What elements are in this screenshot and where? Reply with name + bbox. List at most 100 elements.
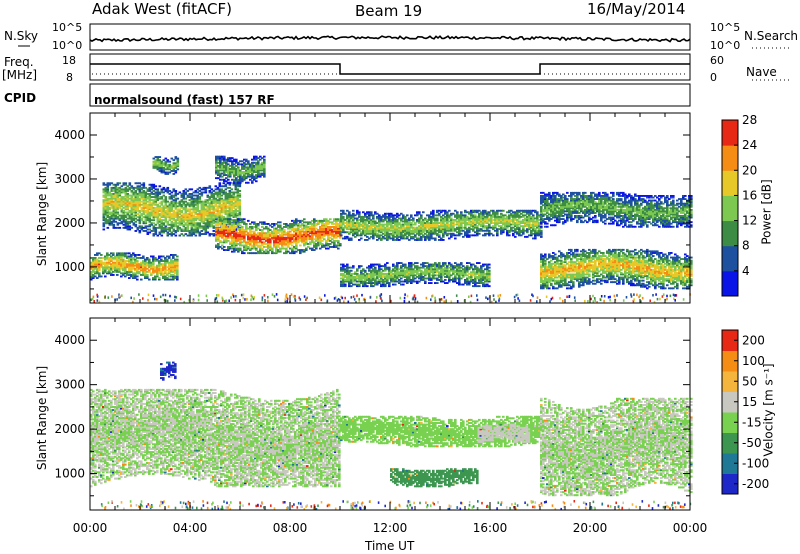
power-cell: [98, 252, 101, 255]
power-cell: [174, 223, 178, 226]
power-cell: [212, 216, 216, 218]
power-cell: [178, 222, 182, 225]
power-cell: [102, 270, 105, 273]
power-cell: [158, 272, 161, 275]
power-cell: [200, 213, 204, 215]
power-cell: [170, 197, 174, 200]
power-cell: [140, 191, 144, 194]
power-cell: [156, 234, 160, 237]
power-cell: [134, 267, 137, 270]
power-cell: [210, 199, 214, 202]
power-cell: [152, 234, 156, 237]
power-cell: [420, 214, 423, 217]
power-cell: [232, 214, 236, 217]
power-cell: [204, 213, 208, 215]
power-cell: [230, 188, 234, 191]
power-cell: [221, 221, 224, 224]
power-cell: [94, 272, 97, 275]
power-cell: [178, 191, 182, 194]
power-cell: [233, 232, 236, 235]
power-cell: [136, 205, 140, 208]
power-cell: [176, 214, 180, 217]
power-cell: [184, 222, 188, 225]
power-cell: [233, 236, 236, 239]
power-cell: [110, 264, 113, 267]
power-cell: [239, 227, 242, 230]
power-cell: [293, 238, 296, 241]
power-cell: [253, 230, 256, 233]
power-cell: [122, 266, 125, 269]
power-cell: [96, 270, 99, 273]
power-cell: [166, 222, 170, 225]
power-cell: [337, 239, 340, 242]
power-cell: [243, 244, 246, 247]
power-cell: [148, 264, 151, 267]
power-cell: [212, 190, 216, 192]
power-cell: [100, 261, 103, 264]
power-cell: [190, 216, 194, 218]
power-cell: [174, 194, 178, 197]
power-cell: [200, 193, 204, 195]
power-cell: [267, 233, 270, 236]
power-cell: [120, 267, 123, 270]
power-cell: [216, 196, 220, 198]
power-cell: [176, 213, 180, 215]
power-cell: [158, 225, 162, 228]
power-cell: [265, 235, 268, 238]
power-cell: [208, 233, 212, 235]
power-cell: [168, 223, 172, 226]
power-cell: [162, 210, 166, 212]
power-cell: [202, 228, 206, 231]
power-cell: [301, 239, 304, 242]
power-cell: [154, 267, 157, 270]
power-cell: [130, 261, 133, 264]
power-cell: [236, 206, 240, 209]
power-cell: [132, 223, 136, 226]
power-cell: [253, 233, 256, 236]
power-cell: [106, 210, 110, 212]
power-cell: [532, 214, 535, 217]
power-cell: [436, 282, 439, 284]
power-cell: [448, 209, 451, 212]
power-cell: [210, 191, 214, 194]
power-cell: [164, 266, 167, 269]
power-cell: [422, 211, 425, 214]
power-cell: [118, 194, 122, 197]
power-cell: [118, 263, 121, 266]
power-cell: [259, 246, 262, 248]
power-cell: [116, 267, 119, 270]
power-cell: [104, 200, 108, 203]
power-cell: [297, 219, 300, 222]
power-cell: [412, 217, 415, 220]
power-cell: [90, 274, 93, 276]
power-cell: [136, 196, 140, 198]
power-cell: [102, 194, 106, 197]
power-cell: [148, 205, 152, 208]
power-cell: [234, 203, 238, 206]
power-cell: [112, 188, 116, 191]
power-cell: [228, 191, 232, 194]
power-cell: [204, 217, 208, 220]
power-cell: [180, 211, 184, 214]
power-cell: [243, 241, 246, 244]
power-cell: [253, 223, 256, 225]
power-cell: [108, 220, 112, 223]
power-cell: [174, 264, 177, 267]
power-cell: [138, 226, 142, 229]
power-cell: [228, 214, 232, 217]
power-cell: [285, 239, 288, 242]
power-cell: [172, 217, 176, 220]
power-cell: [130, 270, 133, 273]
power-cell: [218, 183, 222, 186]
power-cell: [126, 203, 130, 206]
power-cell: [94, 258, 97, 261]
power-cell: [194, 234, 198, 237]
power-cell: [160, 230, 164, 232]
power-cell: [253, 221, 256, 224]
power-cell: [208, 223, 212, 226]
power-cell: [140, 217, 144, 220]
power-cell: [226, 199, 230, 202]
power-cell: [247, 252, 250, 255]
power-cell: [271, 235, 274, 238]
power-cell: [134, 186, 138, 189]
